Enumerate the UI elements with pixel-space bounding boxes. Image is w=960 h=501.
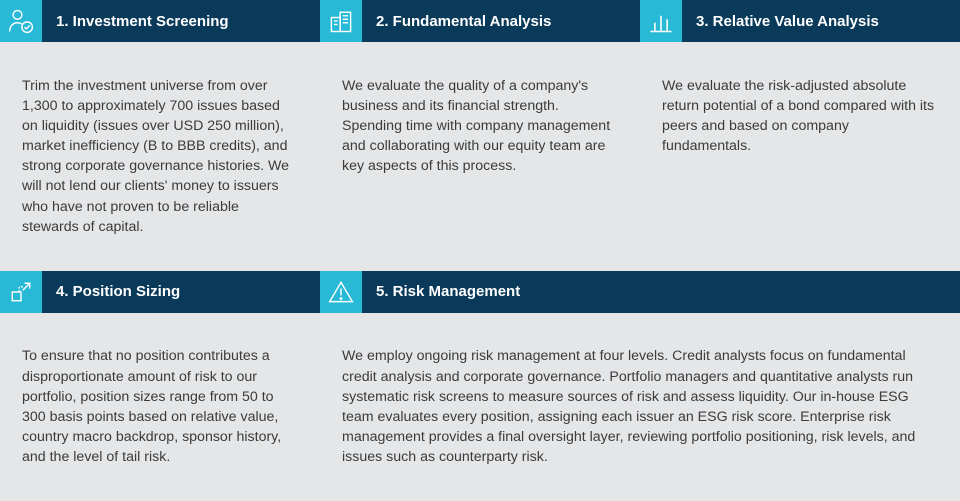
step-3-title: 3. Relative Value Analysis [682,0,960,42]
step-5-title: 5. Risk Management [362,271,960,313]
bar-chart-icon [640,0,682,42]
step-3-header: 3. Relative Value Analysis [640,0,960,42]
process-grid: 1. Investment Screening 2. Fundamental A… [0,0,960,501]
step-1-title: 1. Investment Screening [42,0,320,42]
expand-arrows-icon [0,271,42,313]
person-check-icon [0,0,42,42]
step-4-header: 4. Position Sizing [0,271,320,313]
step-2-header: 2. Fundamental Analysis [320,0,640,42]
buildings-icon [320,0,362,42]
warning-triangle-icon [320,271,362,313]
step-5-body: We employ ongoing risk management at fou… [320,328,960,501]
step-4-title: 4. Position Sizing [42,271,320,313]
step-1-header: 1. Investment Screening [0,0,320,42]
step-4-body: To ensure that no position contributes a… [0,328,320,501]
step-3-body: We evaluate the risk-adjusted absolute r… [640,58,960,271]
step-2-title: 2. Fundamental Analysis [362,0,640,42]
step-2-body: We evaluate the quality of a company's b… [320,58,640,271]
step-1-body: Trim the investment universe from over 1… [0,58,320,271]
step-5-header: 5. Risk Management [320,271,960,313]
